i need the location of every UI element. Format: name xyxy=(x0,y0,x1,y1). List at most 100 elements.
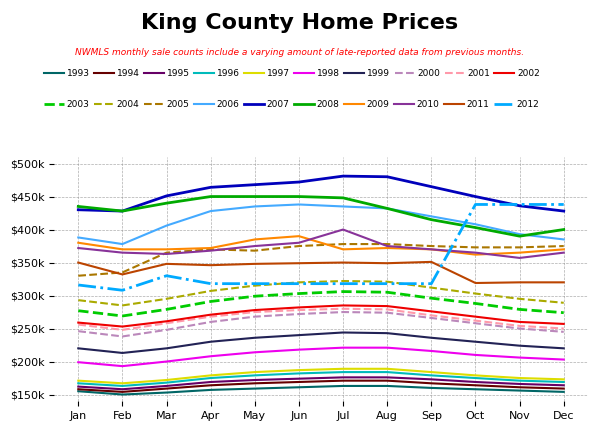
2009 xyxy=(74,240,82,245)
1994 xyxy=(295,379,302,385)
1997 xyxy=(428,369,435,375)
1998 xyxy=(119,364,126,369)
2001 xyxy=(383,307,391,312)
2011 xyxy=(560,280,568,285)
2003 xyxy=(163,307,170,312)
2011 xyxy=(295,261,302,266)
Line: 2004: 2004 xyxy=(78,281,564,306)
2001 xyxy=(207,314,214,319)
1993 xyxy=(163,390,170,395)
1994 xyxy=(560,386,568,391)
1994 xyxy=(428,381,435,386)
1999 xyxy=(251,335,259,341)
2009 xyxy=(251,237,259,242)
1995 xyxy=(163,383,170,388)
1994 xyxy=(472,383,479,388)
2009 xyxy=(119,247,126,252)
1999 xyxy=(472,339,479,344)
1998 xyxy=(163,359,170,364)
Line: 2012: 2012 xyxy=(78,204,564,290)
Line: 2008: 2008 xyxy=(78,197,564,236)
1997 xyxy=(472,373,479,378)
2004 xyxy=(472,291,479,296)
1996 xyxy=(383,369,391,375)
1999 xyxy=(163,346,170,351)
2003 xyxy=(74,308,82,313)
2004 xyxy=(74,297,82,303)
1995 xyxy=(251,378,259,383)
Line: 2005: 2005 xyxy=(78,244,564,276)
Line: 2009: 2009 xyxy=(78,236,564,255)
Line: 1998: 1998 xyxy=(78,347,564,366)
2011 xyxy=(207,262,214,268)
2007 xyxy=(516,203,523,208)
2003 xyxy=(207,299,214,304)
2002 xyxy=(472,314,479,319)
1996 xyxy=(119,383,126,388)
1997 xyxy=(119,381,126,386)
1995 xyxy=(516,382,523,387)
Legend: 1993, 1994, 1995, 1996, 1997, 1998, 1999, 2000, 2001, 2002: 1993, 1994, 1995, 1996, 1997, 1998, 1999… xyxy=(41,65,544,82)
2011 xyxy=(340,260,347,265)
1997 xyxy=(516,375,523,381)
2005 xyxy=(383,242,391,247)
2004 xyxy=(340,279,347,284)
2012 xyxy=(560,202,568,207)
2010 xyxy=(119,250,126,255)
2007 xyxy=(428,184,435,189)
2008 xyxy=(428,217,435,222)
2008 xyxy=(207,194,214,199)
2009 xyxy=(428,247,435,252)
1996 xyxy=(340,369,347,375)
2003 xyxy=(560,310,568,315)
1993 xyxy=(516,388,523,393)
1999 xyxy=(516,343,523,348)
2011 xyxy=(383,261,391,266)
2002 xyxy=(560,321,568,327)
1996 xyxy=(428,373,435,378)
2006 xyxy=(163,223,170,228)
2003 xyxy=(516,307,523,312)
2005 xyxy=(119,270,126,275)
1998 xyxy=(74,360,82,365)
1997 xyxy=(295,368,302,373)
1996 xyxy=(560,379,568,385)
1999 xyxy=(340,330,347,335)
2003 xyxy=(383,290,391,295)
1998 xyxy=(207,354,214,359)
2009 xyxy=(383,245,391,251)
2011 xyxy=(516,280,523,285)
2000 xyxy=(74,329,82,334)
2001 xyxy=(74,322,82,327)
2007 xyxy=(340,174,347,179)
2010 xyxy=(428,247,435,252)
2002 xyxy=(340,303,347,308)
2007 xyxy=(207,185,214,190)
Legend: 2003, 2004, 2005, 2006, 2007, 2008, 2009, 2010, 2011, 2012: 2003, 2004, 2005, 2006, 2007, 2008, 2009… xyxy=(41,96,542,112)
2006 xyxy=(251,204,259,209)
1999 xyxy=(119,351,126,356)
2010 xyxy=(207,248,214,253)
2008 xyxy=(516,234,523,239)
2005 xyxy=(560,243,568,249)
2010 xyxy=(251,243,259,249)
2005 xyxy=(295,243,302,249)
2012 xyxy=(74,283,82,288)
1993 xyxy=(74,388,82,394)
2011 xyxy=(119,272,126,277)
2001 xyxy=(251,310,259,315)
2010 xyxy=(340,227,347,232)
1998 xyxy=(383,345,391,350)
2004 xyxy=(251,283,259,288)
2003 xyxy=(340,289,347,294)
2009 xyxy=(163,247,170,252)
Line: 1994: 1994 xyxy=(78,381,564,392)
2002 xyxy=(295,305,302,310)
2005 xyxy=(472,245,479,250)
2006 xyxy=(207,208,214,214)
1999 xyxy=(383,330,391,336)
2004 xyxy=(383,279,391,284)
2004 xyxy=(207,288,214,293)
Line: 1999: 1999 xyxy=(78,333,564,353)
2006 xyxy=(340,204,347,209)
